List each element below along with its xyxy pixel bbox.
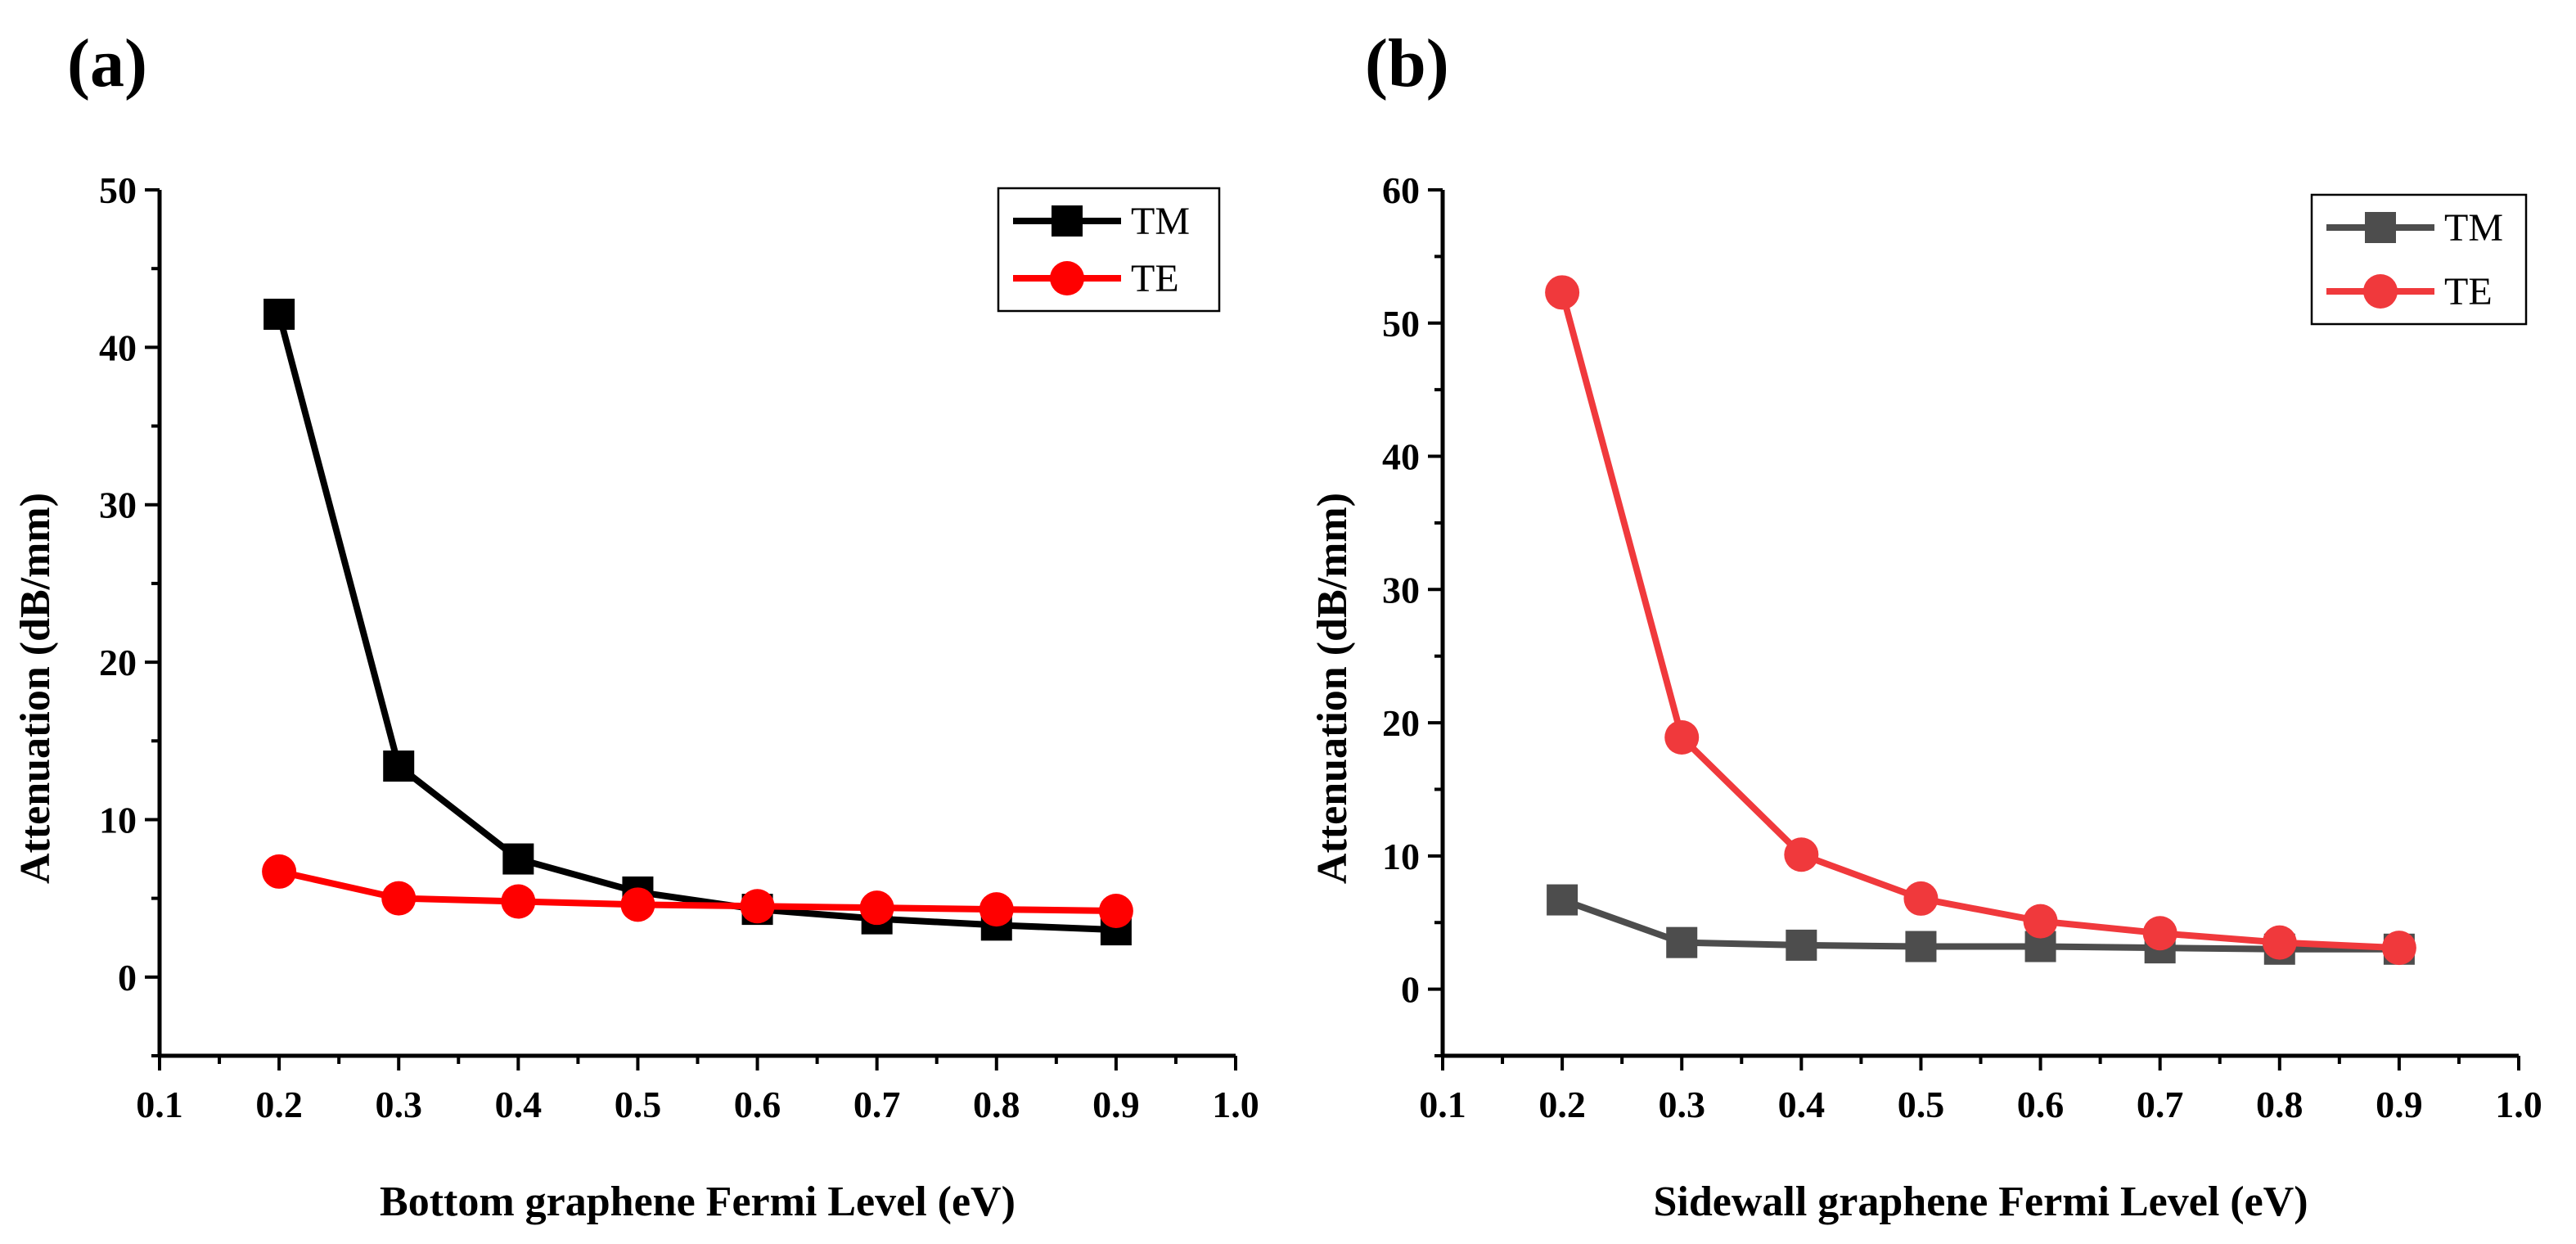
legend-marker-tm	[1052, 205, 1083, 237]
data-point-te	[1098, 894, 1133, 929]
y-tick-label: 20	[1382, 702, 1420, 744]
series-line-te	[278, 868, 1116, 915]
x-tick-label: 0.5	[1898, 1084, 1945, 1125]
x-tick-label: 0.5	[615, 1084, 662, 1125]
x-tick-label: 0.4	[495, 1084, 543, 1125]
x-axis-title: Bottom graphene Fermi Level (eV)	[380, 1179, 1016, 1225]
x-tick-label: 0.2	[255, 1084, 303, 1125]
data-point-te	[2262, 925, 2297, 960]
y-tick-label: 50	[99, 169, 137, 211]
data-point-te	[979, 892, 1014, 927]
y-tick-label: 40	[99, 327, 137, 368]
x-tick-label: 1.0	[2495, 1084, 2542, 1125]
x-tick-label: 0.9	[1092, 1084, 1140, 1125]
data-point-te	[262, 854, 297, 889]
series-line-te	[1559, 291, 2400, 952]
y-axis-title: Attenuation (dB/mm)	[1309, 493, 1356, 884]
x-tick-label: 0.4	[1778, 1084, 1826, 1125]
y-axis-title: Attenuation (dB/mm)	[12, 493, 59, 884]
x-tick-label: 0.1	[1419, 1084, 1466, 1125]
panel-label: (a)	[67, 25, 147, 101]
legend-label-tm: TM	[2444, 206, 2503, 250]
series-line-tm	[1560, 896, 2399, 953]
data-point-te	[2142, 916, 2177, 951]
legend-marker-te	[2363, 274, 2398, 309]
x-tick-label: 0.6	[2017, 1084, 2065, 1125]
y-tick-label: 0	[118, 957, 137, 998]
x-tick-label: 0.6	[734, 1084, 781, 1125]
y-tick-label: 0	[1401, 969, 1420, 1011]
x-tick-label: 0.3	[1658, 1084, 1705, 1125]
data-point-te	[1664, 719, 1700, 755]
chart-panel-b: (b) 0.1 0.2 0.3 0.4 0.5 0.6 0.7 0.8 0.9 1.0 0 10 20 30…	[1309, 25, 2542, 1225]
legend-label-te: TE	[1131, 257, 1179, 300]
legend-box	[2310, 193, 2528, 326]
data-point-te	[2381, 931, 2416, 966]
data-point-te	[1545, 275, 1580, 310]
y-tick-label: 10	[99, 799, 137, 841]
y-tick-label: 10	[1382, 836, 1420, 877]
panel-label: (b)	[1365, 25, 1449, 101]
data-point-te	[859, 890, 894, 926]
data-point-te	[620, 887, 655, 922]
data-point-tm	[1905, 931, 1937, 962]
x-tick-label: 1.0	[1212, 1084, 1259, 1125]
y-tick-label: 20	[99, 642, 137, 683]
x-tick-label: 0.3	[375, 1084, 422, 1125]
x-axis-title: Sidewall graphene Fermi Level (eV)	[1653, 1179, 2308, 1225]
data-point-tm	[1666, 926, 1698, 958]
x-tick-label: 0.2	[1538, 1084, 1586, 1125]
chart-panel-a: (a) 0.1 0.2 0.3 0.4 0.5 0.6 0.7 0.8 0.9 1.0 0 10 20 30…	[12, 25, 1259, 1225]
data-point-te	[1903, 881, 1939, 916]
x-tick-label: 0.7	[2137, 1084, 2184, 1125]
data-point-te	[740, 889, 775, 924]
x-tick-label: 0.8	[973, 1084, 1020, 1125]
y-tick-label: 50	[1382, 303, 1420, 345]
y-tick-label: 30	[99, 485, 137, 526]
y-tick-label: 30	[1382, 569, 1420, 611]
y-tick-label: 40	[1382, 436, 1420, 478]
data-point-te	[501, 884, 536, 919]
data-point-tm	[263, 298, 295, 330]
series-line-tm	[276, 313, 1117, 934]
legend-label-tm: TM	[1131, 200, 1190, 243]
data-point-te	[381, 881, 417, 916]
legend-marker-te	[1050, 261, 1084, 295]
data-point-te	[1784, 837, 1819, 872]
data-point-tm	[1786, 929, 1817, 961]
legend-label-te: TE	[2444, 270, 2493, 313]
x-tick-label: 0.9	[2376, 1084, 2423, 1125]
data-point-tm	[502, 843, 534, 875]
legend: TM TE	[997, 187, 1221, 313]
y-tick-label: 60	[1382, 169, 1420, 211]
legend: TM TE	[2310, 193, 2528, 326]
data-point-tm	[383, 750, 415, 782]
x-tick-label: 0.7	[853, 1084, 901, 1125]
x-tick-label: 0.8	[2256, 1084, 2304, 1125]
x-tick-label: 0.1	[136, 1084, 183, 1125]
legend-box	[997, 187, 1221, 313]
data-point-tm	[1547, 884, 1578, 916]
legend-marker-tm	[2365, 212, 2396, 243]
data-point-te	[2023, 904, 2058, 939]
